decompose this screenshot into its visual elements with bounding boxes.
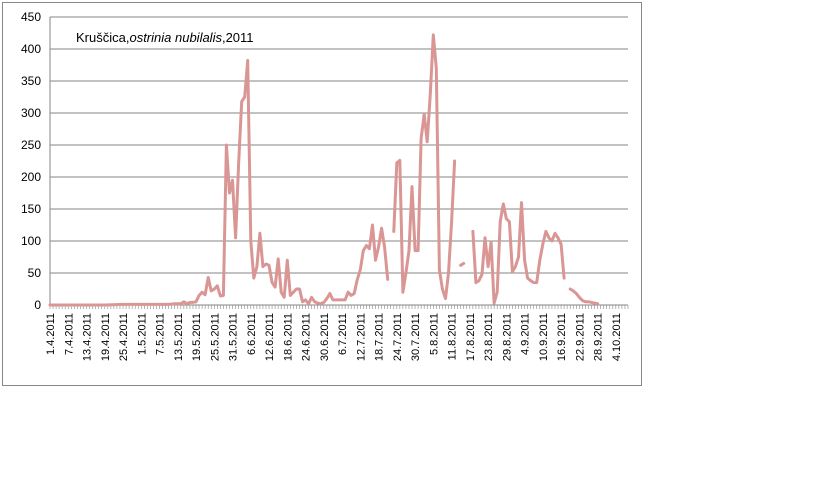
x-tick-label: 30.6.2011: [319, 313, 331, 361]
title-location: Kruščica,: [76, 30, 129, 45]
x-tick-label: 6.7.2011: [337, 313, 349, 355]
x-tick-label: 25.5.2011: [209, 313, 221, 361]
y-tick-label: 150: [21, 202, 41, 216]
x-tick-label: 4.10.2011: [611, 313, 623, 361]
line-chart: 0 50 100 150 200 250 300 350 400 450 1.4.2011 7.4.…: [21, 10, 629, 361]
series-line-segment: [48, 59, 390, 307]
x-tick-label: 6.6.2011: [246, 313, 258, 355]
y-tick-label: 100: [21, 234, 41, 248]
x-tick-label: 12.7.2011: [355, 313, 367, 361]
x-tick-label: 12.6.2011: [264, 313, 276, 361]
x-axis: 1.4.2011 7.4.2011 13.4.2011 19.4.2011 25.4.2…: [45, 305, 629, 361]
y-tick-label: 300: [21, 106, 41, 120]
x-tick-label: 19.5.2011: [191, 313, 203, 361]
y-tick-label: 200: [21, 170, 41, 184]
x-tick-label: 11.8.2011: [447, 313, 459, 360]
x-tick-label: 4.9.2011: [520, 313, 532, 355]
x-tick-label: 17.8.2011: [465, 313, 477, 361]
chart-title: Kruščica,ostrinia nubilalis,2011: [76, 30, 254, 45]
x-tick-label: 29.8.2011: [501, 313, 513, 361]
x-tick-label: 18.7.2011: [374, 313, 386, 361]
title-year: ,2011: [222, 30, 254, 45]
x-tick-label: 25.4.2011: [118, 313, 130, 361]
x-tick-label: 7.5.2011: [155, 313, 167, 355]
x-tick-label: 24.6.2011: [301, 313, 313, 361]
x-tick-label: 22.9.2011: [574, 313, 586, 361]
x-tick-label: 13.5.2011: [173, 313, 185, 361]
x-tick-label: 24.7.2011: [392, 313, 404, 361]
title-species: ostrinia nubilalis: [129, 30, 222, 45]
chart-area: 0 50 100 150 200 250 300 350 400 450 1.4.2011 7.4.…: [2, 2, 642, 386]
x-tick-label: 23.8.2011: [483, 313, 495, 361]
x-tick-label: 7.4.2011: [63, 313, 75, 355]
y-tick-label: 450: [21, 10, 41, 24]
y-tick-label: 50: [28, 266, 42, 280]
series-line-segment: [568, 287, 600, 306]
series-line-segment: [459, 261, 466, 267]
x-tick-label: 28.9.2011: [593, 313, 605, 361]
x-tick-label: 30.7.2011: [410, 313, 422, 361]
x-tick-label: 1.5.2011: [136, 313, 148, 355]
x-tick-label: 18.6.2011: [282, 313, 294, 361]
series-line-segment: [392, 33, 457, 301]
x-tick-label: 5.8.2011: [428, 313, 440, 355]
series-line-segment: [471, 201, 566, 305]
x-tick-label: 1.4.2011: [45, 313, 57, 355]
x-tick-label: 13.4.2011: [82, 313, 94, 361]
data-series: [48, 33, 600, 307]
y-tick-label: 0: [34, 298, 41, 312]
y-tick-label: 350: [21, 74, 41, 88]
gridlines: [50, 16, 628, 306]
y-tick-label: 400: [21, 42, 41, 56]
x-tick-label: 16.9.2011: [556, 313, 568, 361]
x-tick-label: 31.5.2011: [228, 313, 240, 361]
x-tick-label: 19.4.2011: [100, 313, 112, 361]
x-tick-label: 10.9.2011: [538, 313, 550, 361]
y-tick-label: 250: [21, 138, 41, 152]
y-axis: 0 50 100 150 200 250 300 350 400 450: [21, 10, 51, 312]
